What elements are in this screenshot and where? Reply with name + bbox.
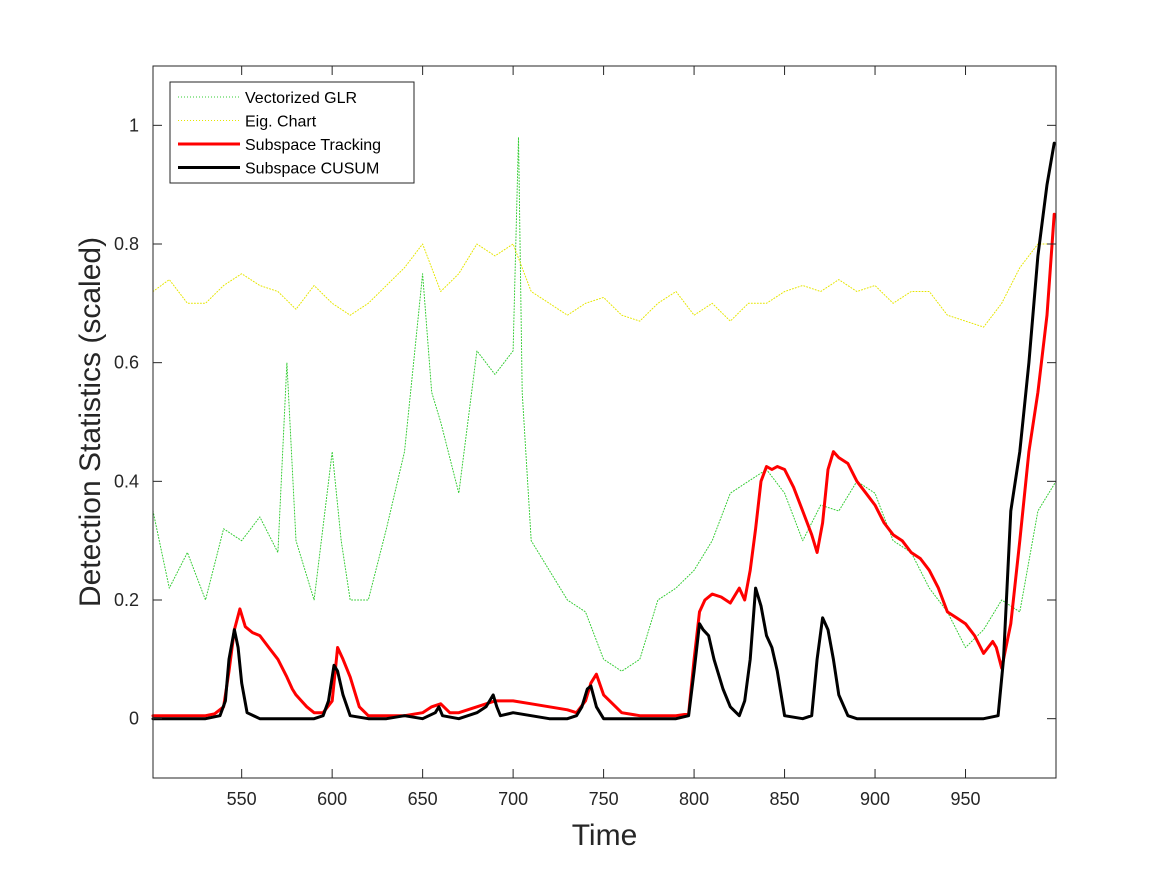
legend-label: Subspace CUSUM [245, 161, 379, 178]
series-line-subspace-cusum [151, 141, 1056, 721]
y-tick-label: 1 [129, 115, 139, 135]
x-tick-label: 600 [317, 789, 347, 809]
y-axis-label: Detection Statistics (scaled) [74, 237, 107, 607]
axes-frame [152, 65, 1057, 779]
x-axis-label: Time [572, 819, 638, 852]
series-line-subspace-tracking [151, 212, 1056, 718]
x-tick-label: 750 [589, 789, 619, 809]
x-tick-label: 650 [408, 789, 438, 809]
y-tick-label: 0.2 [114, 590, 139, 610]
legend-label: Eig. Chart [245, 114, 317, 131]
x-tick-label: 550 [227, 789, 257, 809]
series-line-eig-chart [152, 243, 1057, 328]
tick-layer: 550 600 650 700 750 800 850 900 950 0 0.2 0.4 0.6 0.8… [114, 66, 1056, 809]
legend: Vectorized GLR Eig. Chart Subspace Trackin… [169, 81, 415, 184]
y-tick-label: 0.8 [114, 234, 139, 254]
x-tick-label: 800 [679, 789, 709, 809]
x-tick-label: 950 [950, 789, 980, 809]
series-layer [151, 136, 1057, 721]
axes-background [153, 66, 1056, 778]
x-tick-label: 900 [860, 789, 890, 809]
x-tick-label: 700 [498, 789, 528, 809]
legend-label: Subspace Tracking [245, 137, 381, 154]
x-tick-label: 850 [770, 789, 800, 809]
y-tick-label: 0.6 [114, 353, 139, 373]
legend-label: Vectorized GLR [245, 90, 357, 107]
series-line-vectorized-glr [152, 136, 1057, 672]
y-tick-label: 0.4 [114, 471, 139, 491]
y-tick-label: 0 [129, 709, 139, 729]
